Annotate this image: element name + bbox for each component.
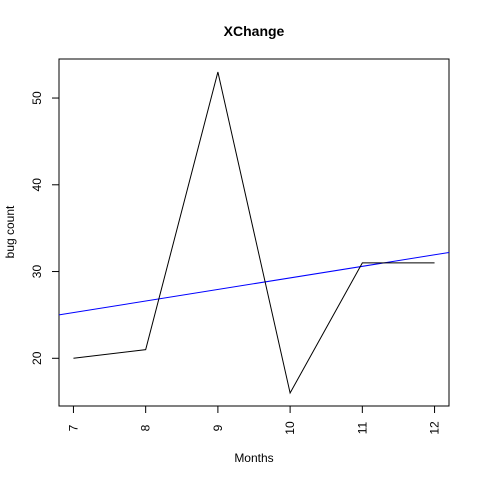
y-axis-label: bug count <box>3 205 17 258</box>
chart-title: XChange <box>224 23 285 39</box>
y-axis: 20 30 40 50 <box>30 91 59 365</box>
x-axis-label: Months <box>234 451 273 465</box>
x-tick-label: 12 <box>428 421 442 435</box>
x-tick-label: 8 <box>139 424 153 431</box>
series-group <box>73 71 435 395</box>
x-tick-label: 11 <box>355 421 369 434</box>
x-axis: 7 8 9 10 11 12 <box>66 406 442 435</box>
x-tick-label: 10 <box>283 421 297 435</box>
trend-line <box>58 251 450 316</box>
y-tick-label: 40 <box>30 178 44 192</box>
series-line <box>73 71 435 395</box>
y-tick-label: 30 <box>30 265 44 279</box>
trend-line-group <box>58 251 450 316</box>
x-tick-label: 9 <box>211 424 225 431</box>
x-tick-label: 7 <box>66 424 80 431</box>
y-tick-label: 20 <box>30 351 44 365</box>
plot-frame <box>58 58 450 407</box>
y-tick-label: 50 <box>30 91 44 105</box>
